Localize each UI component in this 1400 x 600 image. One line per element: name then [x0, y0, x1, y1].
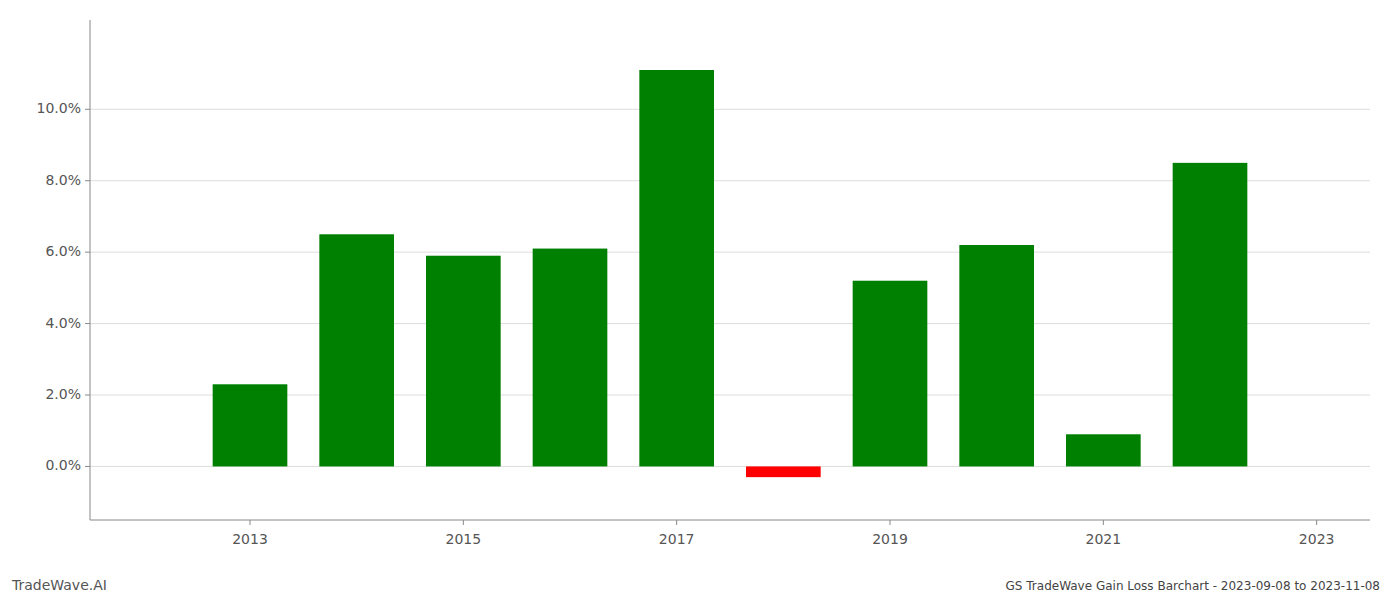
y-tick: [85, 323, 90, 324]
y-tick-label: 6.0%: [45, 243, 81, 259]
bar: [213, 384, 288, 466]
y-tick: [85, 252, 90, 253]
y-tick-label: 4.0%: [45, 315, 81, 331]
bar: [533, 249, 608, 467]
x-tick-label: 2015: [446, 531, 482, 547]
bar: [853, 281, 928, 467]
y-tick-label: 0.0%: [45, 457, 81, 473]
y-tick: [85, 466, 90, 467]
x-tick: [1103, 520, 1104, 525]
x-tick-label: 2013: [232, 531, 268, 547]
y-axis-line: [90, 20, 91, 520]
bar: [959, 245, 1034, 466]
x-tick: [890, 520, 891, 525]
x-tick: [463, 520, 464, 525]
x-tick-label: 2023: [1299, 531, 1335, 547]
y-tick: [85, 395, 90, 396]
grid-line: [90, 109, 1370, 110]
chart-container: 0.0% 2.0% 4.0% 6.0% 8.0% 10.0% 2013 2015 2017 201…: [0, 0, 1400, 600]
y-tick-label: 2.0%: [45, 386, 81, 402]
annotation: TradeWave.AI: [11, 577, 107, 593]
bar: [319, 234, 394, 466]
x-tick: [676, 520, 677, 525]
x-tick-label: 2019: [872, 531, 908, 547]
x-tick-label: 2017: [659, 531, 695, 547]
y-tick-label: 8.0%: [45, 172, 81, 188]
x-tick: [250, 520, 251, 525]
x-axis-line: [90, 520, 1370, 521]
bar: [639, 70, 714, 466]
bar: [1066, 434, 1141, 466]
bar: [746, 466, 821, 477]
y-tick: [85, 109, 90, 110]
bar: [426, 256, 501, 467]
bar: [1173, 163, 1248, 467]
grid: [90, 109, 1370, 466]
x-tick: [1316, 520, 1317, 525]
y-tick-label: 10.0%: [37, 100, 81, 116]
bars: [213, 70, 1248, 477]
chart: 0.0% 2.0% 4.0% 6.0% 8.0% 10.0% 2013 2015 2017 201…: [0, 0, 1400, 600]
y-tick: [85, 180, 90, 181]
x-tick-label: 2021: [1086, 531, 1122, 547]
axes: 0.0% 2.0% 4.0% 6.0% 8.0% 10.0% 2013 2015 2017 201…: [37, 20, 1370, 547]
title: GS TradeWave Gain Loss Barchart - 2023-0…: [1006, 579, 1380, 593]
